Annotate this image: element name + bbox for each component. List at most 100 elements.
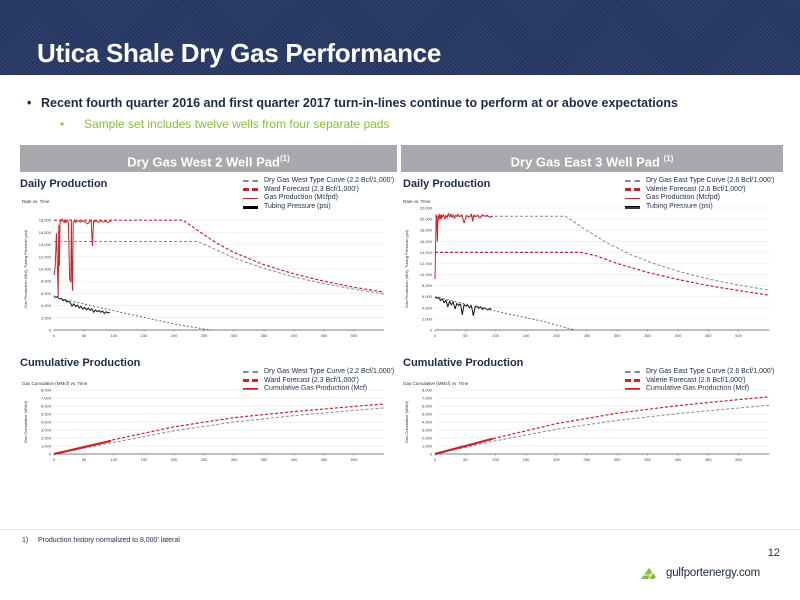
legend-item: Dry Gas West Type Curve (2.2 Bcf/1,000') — [243, 368, 394, 377]
x-tick-label: 0 — [53, 457, 56, 462]
legend-label: Dry Gas West Type Curve (2.2 Bcf/1,000') — [264, 177, 395, 184]
x-tick-label: 150 — [523, 457, 530, 462]
east-cum-label: Cumulative Production — [403, 357, 524, 369]
x-tick-label: 400 — [675, 457, 682, 462]
legend-swatch — [625, 180, 640, 183]
footer-divider — [0, 529, 800, 530]
y-tick-label: 0 — [49, 452, 52, 457]
y-tick-label: 3,000 — [422, 428, 433, 433]
y-tick-label: 18,000 — [39, 218, 52, 223]
x-tick-label: 350 — [261, 333, 268, 338]
legend-item: Gas Production (Mcfpd) — [243, 194, 394, 203]
chart-title: Rate vs. Time — [22, 199, 50, 204]
legend-item: Cumulative Gas Production (Mcf) — [243, 385, 394, 394]
west-daily-legend: Dry Gas West Type Curve (2.2 Bcf/1,000')… — [243, 177, 394, 211]
legend-item: Dry Gas East Type Curve (2.6 Bcf/1,000') — [625, 177, 774, 186]
y-axis-label: Gas Production (Mcf), Tubing Pressure (p… — [23, 229, 28, 308]
x-tick-label: 100 — [111, 333, 118, 338]
series-line-type — [435, 215, 770, 291]
x-tick-label: 150 — [523, 333, 530, 338]
series-line-cum — [53, 439, 112, 456]
x-tick-label: 200 — [171, 333, 178, 338]
x-tick-label: 500 — [735, 333, 742, 338]
x-tick-label: 100 — [492, 333, 499, 338]
footnote: 1) Production history normalized to 8,000… — [22, 537, 180, 544]
y-axis-label: Gas Cumulative (MMcf) — [404, 400, 409, 443]
y-tick-label: 2,000 — [41, 436, 52, 441]
east-cum-chart: Gas Cumulative (MMcf) vs. Time Gas Cumula… — [403, 381, 770, 462]
y-tick-label: 1,000 — [422, 444, 433, 449]
x-tick-label: 450 — [321, 333, 328, 338]
series-line-forecast — [434, 396, 770, 455]
legend-label: Cumulative Gas Production (Mcf) — [264, 385, 368, 393]
bullet-sub-text: Sample set includes twelve wells from fo… — [84, 117, 390, 131]
y-tick-label: 3,000 — [41, 428, 52, 433]
x-tick-label: 50 — [82, 457, 87, 462]
series-line-tubing-trend — [53, 296, 211, 331]
legend-label: Tubing Pressure (psi) — [646, 202, 713, 210]
x-tick-label: 250 — [583, 333, 590, 338]
legend-swatch — [625, 388, 640, 391]
series-line-type — [54, 241, 385, 295]
page-title: Utica Shale Dry Gas Performance — [37, 38, 441, 68]
y-tick-label: 12,000 — [39, 254, 52, 259]
bullet-main: • Recent fourth quarter 2016 and first qu… — [27, 96, 678, 110]
y-tick-label: 8,000 — [422, 388, 433, 393]
bullet-sub-dot: • — [60, 117, 65, 131]
legend-swatch — [243, 379, 258, 383]
legend-label: Gas Production (Mcfpd) — [264, 194, 338, 202]
title-bar: Utica Shale Dry Gas Performance — [0, 0, 800, 75]
east-daily-label: Daily Production — [403, 178, 491, 190]
y-tick-label: 12,000 — [420, 261, 433, 266]
bullet-main-text: Recent fourth quarter 2016 and first qua… — [41, 96, 678, 110]
x-tick-label: 250 — [583, 457, 590, 462]
series-line-gas — [53, 218, 112, 297]
x-tick-label: 0 — [53, 333, 56, 338]
x-tick-label: 0 — [434, 457, 437, 462]
legend-swatch — [625, 197, 640, 199]
legend-item: Tubing Pressure (psi) — [625, 203, 774, 212]
chart-title: Rate vs. Time — [403, 199, 431, 204]
y-tick-label: 10,000 — [39, 267, 52, 272]
legend-label: Ward Forecast (2.3 Bcf/1,000') — [264, 376, 359, 384]
logo-text: gulfportenergy.com — [666, 567, 760, 579]
west-daily-label: Daily Production — [20, 178, 108, 190]
y-tick-label: 2,000 — [422, 316, 433, 321]
x-tick-label: 0 — [434, 333, 437, 338]
gulfport-logo-icon — [641, 568, 656, 579]
west-cum-legend: Dry Gas West Type Curve (2.2 Bcf/1,000')… — [243, 368, 394, 394]
y-tick-label: 0 — [430, 328, 433, 333]
y-tick-label: 4,000 — [422, 305, 433, 310]
legend-label: Cumulative Gas Production (Mcf) — [646, 385, 750, 393]
y-tick-label: 4,000 — [41, 303, 52, 308]
chart-title: Gas Cumulative (MMcf) vs. Time — [22, 381, 88, 386]
x-tick-label: 300 — [231, 457, 238, 462]
legend-item: Dry Gas East Type Curve (2.6 Bcf/1,000') — [625, 368, 774, 377]
series-line-forecast — [435, 251, 770, 296]
y-tick-label: 2,000 — [422, 436, 433, 441]
bullet-sub: • Sample set includes twelve wells from f… — [60, 117, 389, 131]
x-tick-label: 150 — [141, 457, 148, 462]
y-tick-label: 5,000 — [422, 412, 433, 417]
legend-label: Tubing Pressure (psi) — [264, 202, 331, 210]
legend-label: Dry Gas West Type Curve (2.2 Bcf/1,000') — [264, 368, 395, 375]
series-line-forecast — [54, 219, 385, 293]
x-tick-label: 350 — [261, 457, 268, 462]
x-tick-label: 450 — [321, 457, 328, 462]
x-tick-label: 200 — [553, 333, 560, 338]
x-tick-label: 450 — [705, 333, 712, 338]
x-tick-label: 500 — [735, 457, 742, 462]
x-tick-label: 100 — [111, 457, 118, 462]
legend-swatch — [625, 371, 640, 374]
x-tick-label: 350 — [644, 333, 651, 338]
y-tick-label: 7,000 — [41, 396, 52, 401]
x-tick-label: 400 — [291, 457, 298, 462]
x-tick-label: 300 — [614, 457, 621, 462]
series-line-tubing-trend — [434, 296, 575, 331]
company-logo[interactable]: gulfportenergy.com — [640, 566, 760, 580]
series-line-tubing — [53, 295, 110, 314]
series-line-type — [53, 407, 385, 455]
legend-item: Gas Production (Mcfpd) — [625, 194, 774, 203]
west-header-footnote-ref: (1) — [279, 154, 290, 163]
bullet-dot: • — [27, 96, 32, 110]
